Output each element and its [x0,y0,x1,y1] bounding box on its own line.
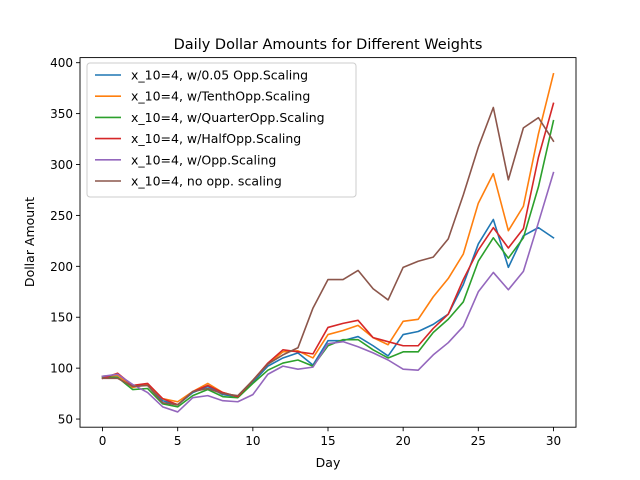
legend-label-0: x_10=4, w/0.05 Opp.Scaling [131,68,308,83]
legend-label-4: x_10=4, w/Opp.Scaling [131,152,276,167]
y-tick-label: 100 [50,362,73,376]
y-tick-label: 250 [50,209,73,223]
x-tick-label: 15 [320,434,335,448]
x-tick-label: 5 [174,434,182,448]
x-tick-label: 10 [245,434,260,448]
legend-label-5: x_10=4, no opp. scaling [131,174,282,189]
y-tick-label: 50 [58,413,73,427]
series-line-4 [101,171,555,413]
y-tick-label: 300 [50,158,73,172]
legend-label-1: x_10=4, w/TenthOpp.Scaling [131,89,310,104]
x-tick-label: 20 [396,434,411,448]
y-axis-label: Dollar Amount [22,197,37,287]
legend: x_10=4, w/0.05 Opp.Scaling x_10=4, w/Tent… [86,62,357,198]
plot-frame [79,57,577,428]
y-axis-ticks: 50 100 150 200 250 300 350 400 [50,56,80,427]
chart-title: Daily Dollar Amounts for Different Weigh… [174,37,483,53]
y-tick-label: 150 [50,311,73,325]
x-tick-label: 25 [471,434,486,448]
legend-box [86,62,357,198]
series-line-1 [101,72,555,403]
x-axis-ticks: 0 5 10 15 20 25 30 [99,427,561,448]
series-line-2 [101,119,555,408]
y-tick-label: 400 [50,56,73,70]
legend-label-3: x_10=4, w/HalfOpp.Scaling [131,131,301,146]
y-tick-label: 200 [50,260,73,274]
x-tick-label: 30 [546,434,561,448]
y-tick-label: 350 [50,107,73,121]
series-line-5 [101,106,555,406]
x-tick-label: 0 [99,434,107,448]
series-layer [101,72,555,413]
legend-label-2: x_10=4, w/QuarterOpp.Scaling [131,110,325,125]
x-axis-label: Day [316,455,341,470]
